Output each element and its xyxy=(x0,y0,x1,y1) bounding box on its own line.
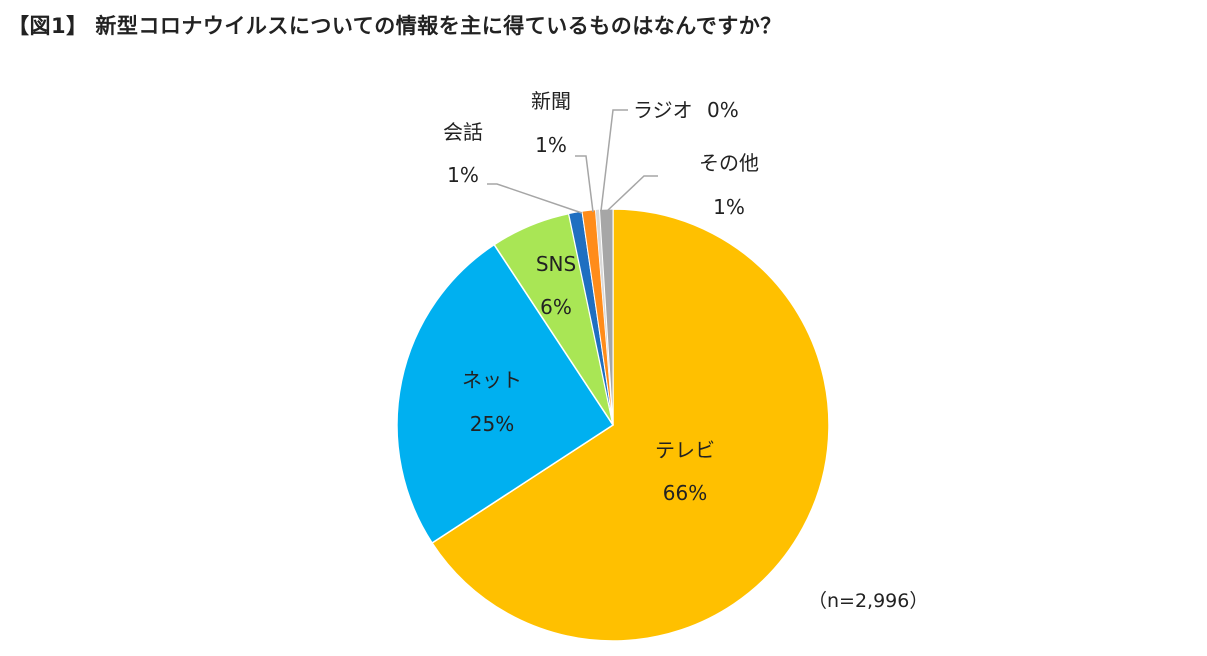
label-radio-value: 0% xyxy=(707,98,739,122)
leader-line-other xyxy=(606,175,658,212)
label-conversation-value: 1% xyxy=(447,163,479,187)
label-newspaper-name: 新聞 xyxy=(531,89,571,113)
label-newspaper-value: 1% xyxy=(535,133,567,157)
label-net-value: 25% xyxy=(470,412,514,436)
label-conversation-name: 会話 xyxy=(443,120,483,144)
leader-line-newspaper xyxy=(575,155,594,213)
label-radio: ラジオ 0% xyxy=(633,98,739,122)
label-sns-value: 6% xyxy=(540,295,572,319)
pie-slices xyxy=(396,208,830,642)
label-tv-value: 66% xyxy=(663,481,707,505)
label-tv-name: テレビ xyxy=(655,438,715,462)
slice-tv xyxy=(431,208,830,642)
slice-other xyxy=(598,208,614,426)
chart-title: 【図1】 新型コロナウイルスについての情報を主に得ているものはなんですか？ xyxy=(8,14,782,38)
slice-labels: テレビ 66% ネット 25% SNS 6% 会話 1% 新聞 1% ラジオ 0… xyxy=(443,89,759,505)
slice-net xyxy=(396,243,615,545)
leader-line-conversation xyxy=(487,183,583,214)
label-sns-name: SNS xyxy=(536,252,576,276)
label-other-value: 1% xyxy=(713,195,745,219)
leader-line-radio xyxy=(600,109,628,212)
label-net-name: ネット xyxy=(462,368,522,392)
label-radio-name: ラジオ xyxy=(633,98,693,122)
leader-lines xyxy=(487,109,658,214)
label-other-name: その他 xyxy=(699,151,759,175)
sample-size-note: （n=2,996） xyxy=(808,590,929,612)
